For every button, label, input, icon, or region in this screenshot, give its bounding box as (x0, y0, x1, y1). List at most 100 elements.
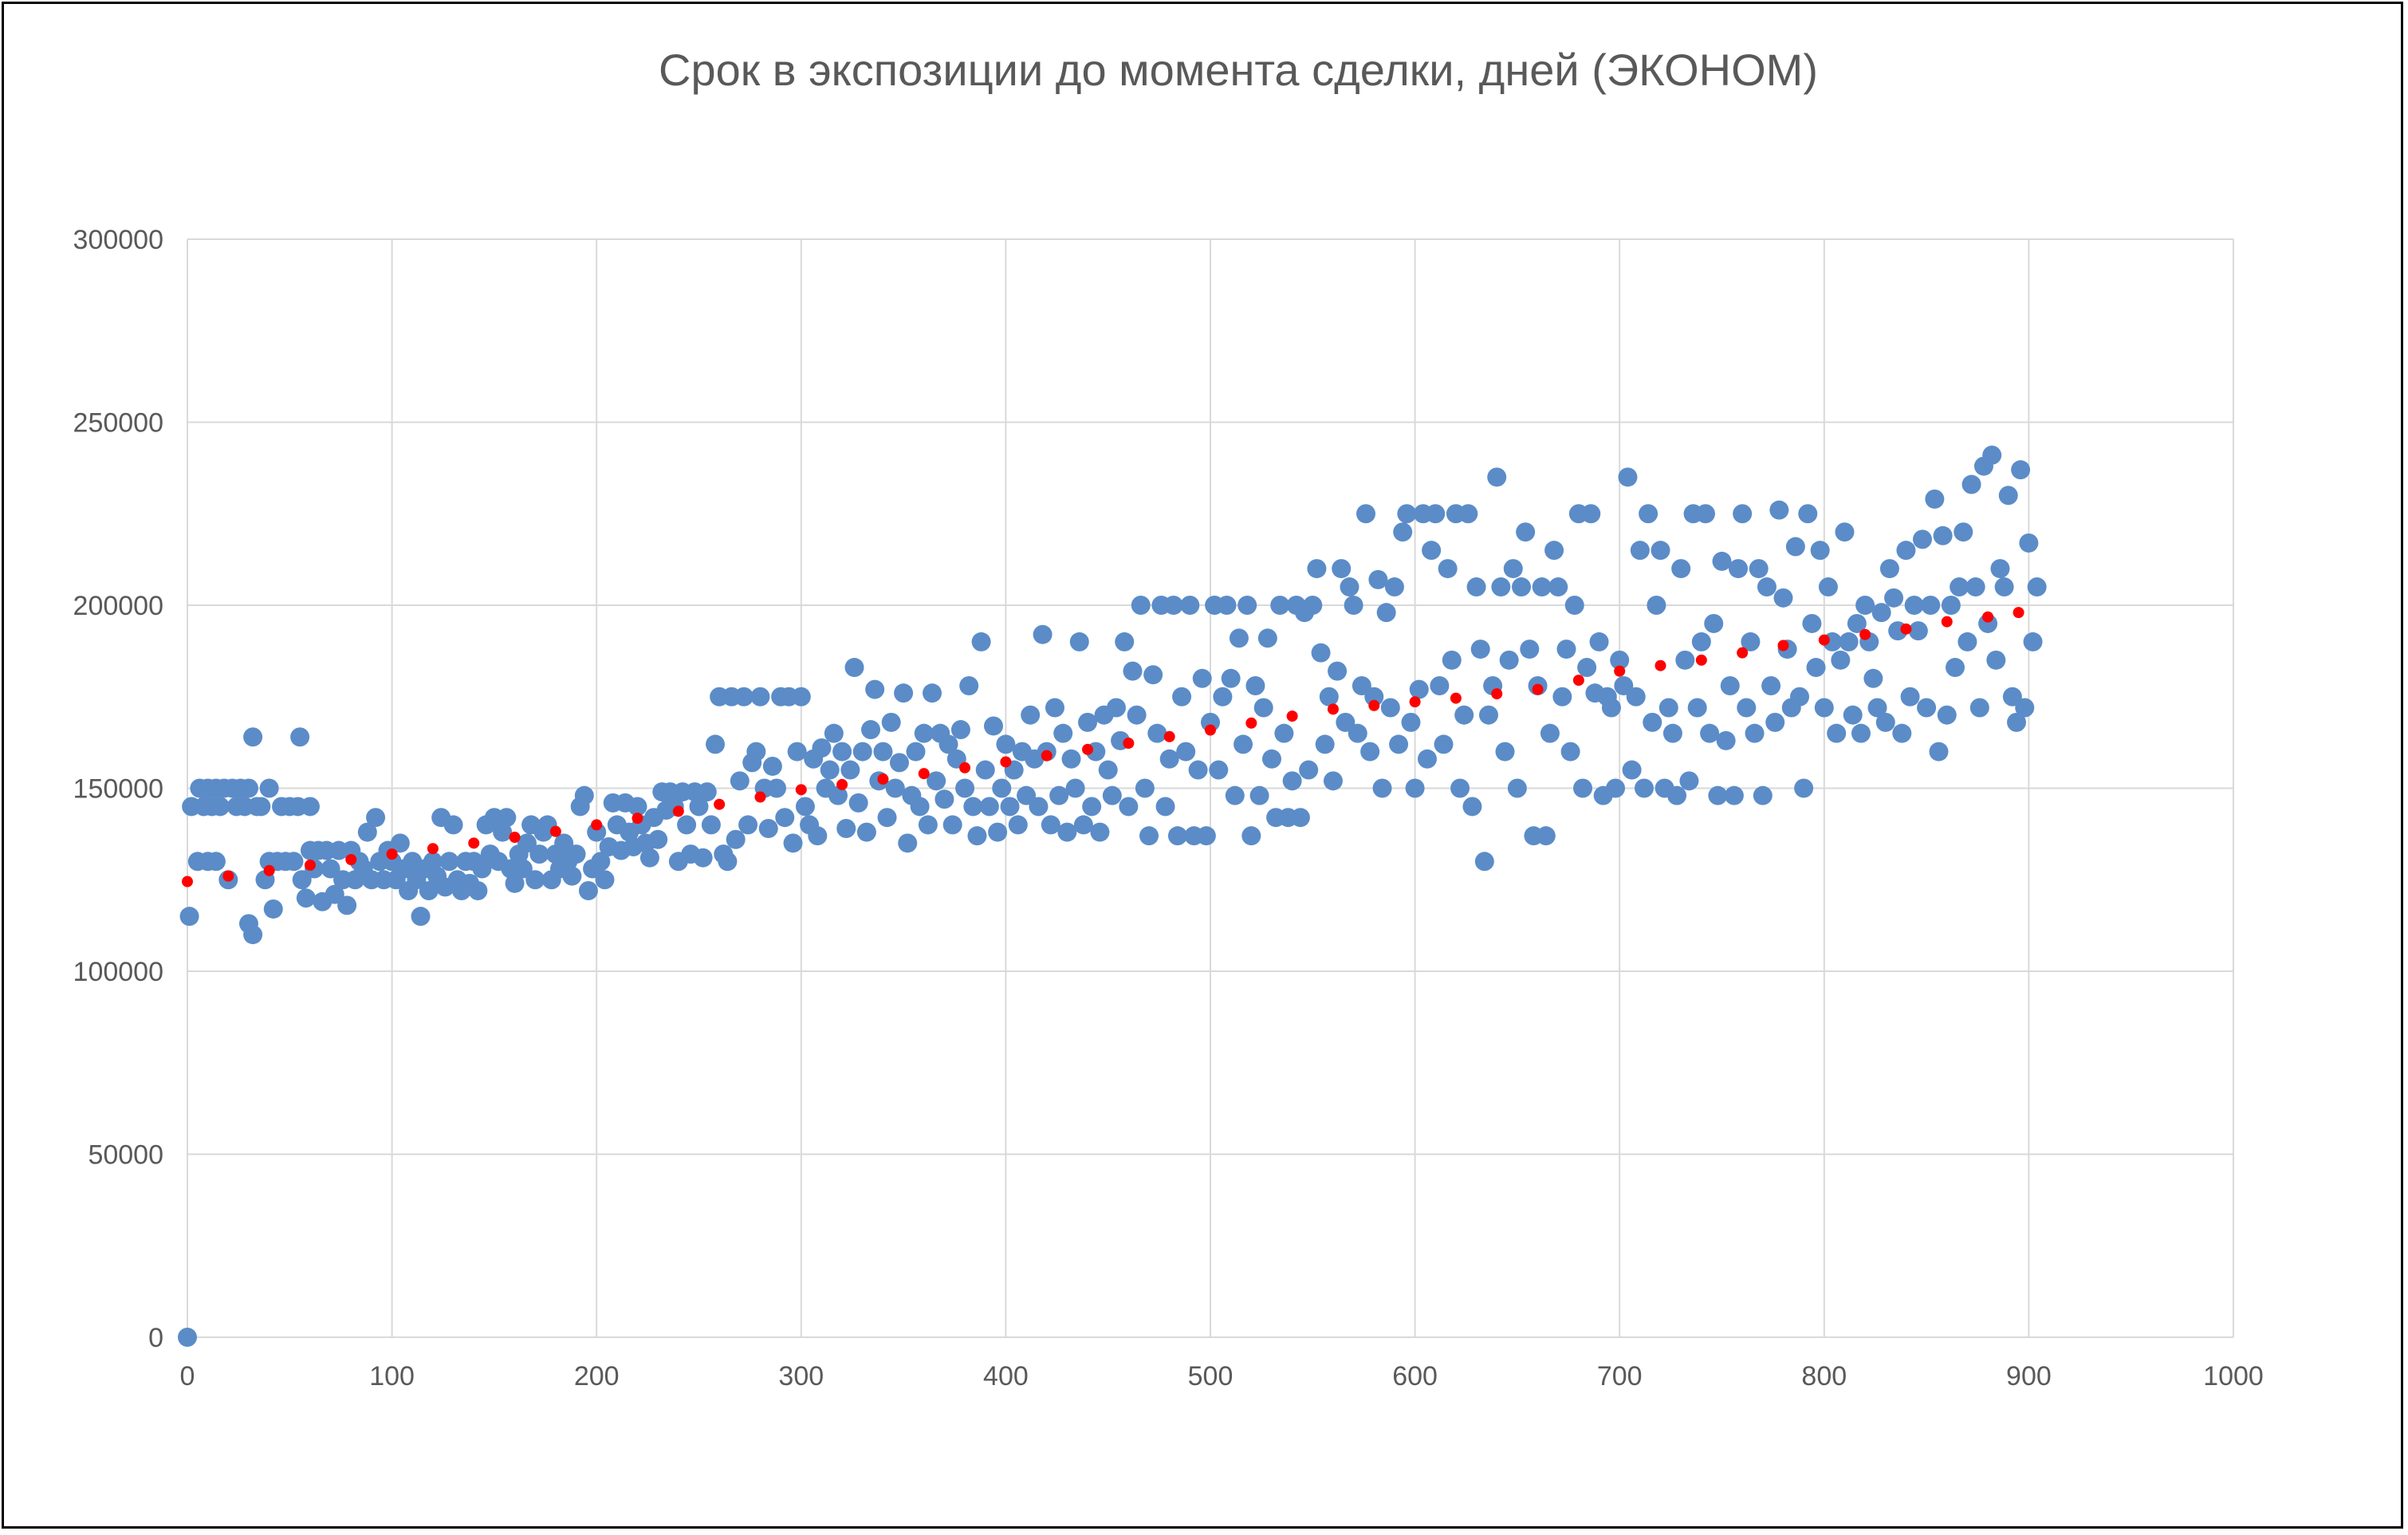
data-point (300, 797, 320, 817)
data-point (1929, 742, 1949, 762)
data-point (938, 734, 958, 754)
data-point (1348, 723, 1367, 743)
data-point (746, 742, 766, 762)
data-point (1954, 522, 1973, 542)
data-point (1241, 826, 1261, 846)
data-point (1487, 467, 1507, 487)
data-point (1405, 778, 1425, 798)
data-point (1499, 650, 1519, 670)
data-point (992, 778, 1012, 798)
x-tick-label: 600 (1392, 1361, 1438, 1391)
data-point (963, 797, 983, 817)
trend-dot (509, 832, 521, 844)
data-point (697, 782, 717, 802)
data-point (1061, 749, 1081, 769)
data-point (2007, 712, 2027, 732)
data-point (1630, 541, 1650, 561)
trend-dot (1000, 756, 1012, 768)
data-point (1921, 596, 1941, 615)
x-tick-label: 900 (2006, 1361, 2052, 1391)
data-point (1884, 588, 1904, 608)
data-point (1234, 734, 1253, 754)
data-point (1691, 632, 1711, 651)
data-point (1827, 723, 1847, 743)
trend-dot (754, 791, 766, 803)
data-point (693, 848, 713, 868)
data-point (730, 771, 750, 791)
data-point (1188, 760, 1208, 780)
trend-dot (345, 854, 357, 866)
data-point (861, 720, 881, 740)
data-point (1925, 489, 1945, 509)
data-point (1658, 698, 1678, 718)
x-tick-label: 200 (574, 1361, 620, 1391)
data-point (1123, 661, 1143, 681)
data-point (1008, 815, 1028, 835)
trend-dot (795, 784, 807, 796)
data-point (1376, 603, 1396, 623)
data-point (1556, 640, 1576, 659)
data-point (1671, 559, 1691, 579)
trend-dot (714, 798, 726, 810)
data-point (1315, 734, 1335, 754)
data-point (1577, 658, 1597, 678)
data-point (1356, 504, 1376, 524)
grid-layer (187, 238, 2234, 1338)
data-point (2027, 577, 2047, 597)
data-point (1532, 577, 1552, 597)
data-point (1311, 643, 1331, 663)
data-point (1835, 522, 1855, 542)
data-point (2011, 460, 2031, 480)
data-point (910, 797, 930, 817)
data-point (1818, 577, 1838, 597)
data-point (1417, 749, 1437, 769)
data-point (1601, 698, 1621, 718)
data-point (1741, 632, 1761, 651)
data-point (840, 760, 860, 780)
data-point (856, 822, 876, 842)
y-tick-label: 0 (148, 1323, 163, 1353)
data-point (734, 687, 753, 706)
trend-dot (1450, 692, 1462, 704)
trend-dot (386, 848, 398, 860)
data-point (1384, 577, 1404, 597)
data-point (513, 859, 533, 879)
data-point (865, 679, 885, 699)
data-point (1426, 504, 1446, 524)
trend-dot (1737, 647, 1749, 659)
data-point (1192, 668, 1212, 688)
data-point (366, 808, 386, 828)
trend-dot (1041, 750, 1053, 762)
data-point (1651, 541, 1670, 561)
data-point (1900, 687, 1920, 706)
data-point (1290, 808, 1310, 828)
data-point (290, 727, 310, 747)
data-point (1520, 640, 1540, 659)
data-point (1912, 529, 1932, 549)
data-point (1753, 785, 1773, 805)
data-point (1159, 749, 1179, 769)
data-point (996, 734, 1016, 754)
data-point (677, 815, 697, 835)
data-point (1737, 698, 1757, 718)
data-point (1450, 778, 1470, 798)
data-point (1021, 705, 1041, 725)
trend-dot (427, 843, 439, 855)
data-point (1516, 522, 1536, 542)
data-point (1127, 705, 1147, 725)
data-point (1806, 658, 1826, 678)
data-point (832, 742, 852, 762)
data-point (1544, 541, 1564, 561)
data-point (1814, 698, 1834, 718)
data-point (1990, 559, 2010, 579)
data-point (1904, 596, 1924, 615)
data-point (525, 870, 545, 890)
data-point (1029, 797, 1049, 817)
trend-dot (632, 813, 643, 825)
data-point (1679, 771, 1699, 791)
data-point (1917, 698, 1937, 718)
y-tick-label: 200000 (73, 591, 163, 621)
data-point (950, 720, 970, 740)
data-point (1462, 797, 1482, 817)
data-point (852, 742, 872, 762)
